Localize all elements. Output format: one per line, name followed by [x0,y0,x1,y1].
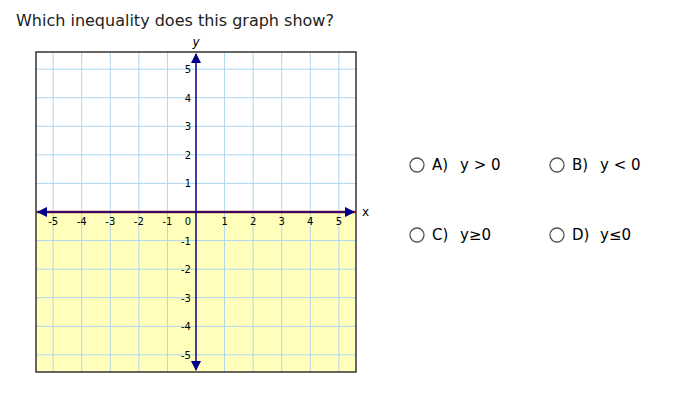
choice[interactable]: A) y > 0 [410,156,501,174]
tick-label: 5 [185,64,191,75]
tick-label: 2 [250,216,256,227]
choice-expression[interactable]: y > 0 [460,156,501,174]
y-axis [195,54,197,370]
tick-label: 1 [221,216,227,227]
tick-label: 4 [185,93,191,104]
annotation: 0 [185,216,191,227]
radio-button[interactable] [410,158,424,172]
tick-label: 3 [279,216,285,227]
choice-label[interactable]: B) [572,156,588,174]
tick-label: -2 [181,264,191,275]
plot-area [36,52,356,372]
tick-label: -4 [77,216,87,227]
title: Which inequality does this graph show? [16,11,334,30]
tick-label: -3 [105,216,115,227]
tick-label: 2 [185,150,191,161]
tick-label: -4 [181,321,191,332]
choice-expression[interactable]: y≤0 [600,226,631,244]
tick-label: -2 [134,216,144,227]
tick-label: -5 [181,350,191,361]
radio-button[interactable] [410,228,424,242]
tick-label: -1 [181,236,191,247]
radio-button[interactable] [550,228,564,242]
plot-frame [36,52,356,372]
choice[interactable]: D) y≤0 [550,226,631,244]
y-axis-label: y [191,35,200,49]
choice-label[interactable]: C) [432,226,448,244]
plot-background [36,52,356,372]
tick-label: 1 [185,178,191,189]
radio-button[interactable] [550,158,564,172]
choice-expression[interactable]: y < 0 [600,156,641,174]
tick-label: 4 [307,216,313,227]
tick-label: 5 [336,216,342,227]
choice[interactable]: B) y < 0 [550,156,641,174]
chart: Which inequality does this graph show? -5… [0,0,677,409]
tick-label: -1 [162,216,172,227]
choice-expression[interactable]: y≥0 [460,226,491,244]
choice-label[interactable]: D) [572,226,589,244]
tick-label: -5 [48,216,58,227]
tick-label: -3 [181,293,191,304]
choice[interactable]: C) y≥0 [410,226,491,244]
choice-label[interactable]: A) [432,156,448,174]
tick-label: 3 [185,121,191,132]
x-axis-label: x [362,205,369,219]
